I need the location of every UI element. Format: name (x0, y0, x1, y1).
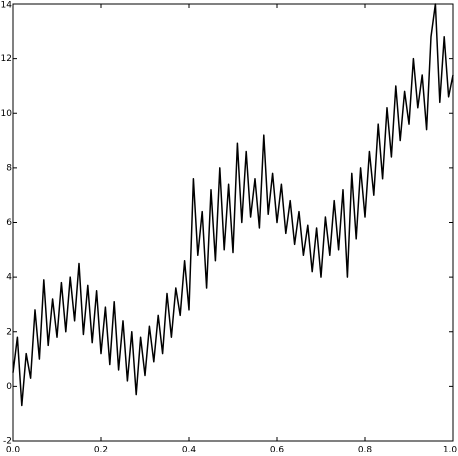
y-tick-label: 8 (6, 163, 12, 173)
line (12, 3, 454, 407)
y-tick-label: 2 (6, 327, 12, 337)
x-tick-label: 0.0 (6, 446, 21, 453)
x-tick-label: 1.0 (443, 446, 458, 453)
plot-frame (12, 3, 454, 442)
y-tick-label: 6 (6, 218, 12, 228)
y-tick-label: 12 (1, 54, 12, 64)
y-tick-label: 0 (6, 382, 12, 392)
x-tick-label: 0.2 (94, 446, 108, 453)
y-tick-label: 4 (6, 273, 12, 283)
y-tick-label: 10 (1, 109, 13, 119)
y-tick-label: 14 (1, 1, 13, 11)
x-tick-label: 0.8 (358, 446, 373, 453)
y-tick-label: -2 (3, 437, 12, 447)
x-tick-label: 0.4 (182, 446, 197, 453)
x-tick-label: 0.6 (270, 446, 285, 453)
